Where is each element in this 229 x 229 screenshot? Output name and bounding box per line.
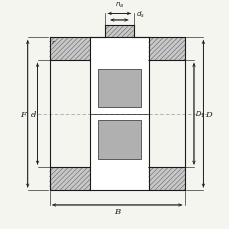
Bar: [49, 38, 90, 61]
Text: r: r: [51, 40, 54, 45]
Text: B: B: [114, 207, 120, 215]
Bar: [98, 70, 140, 108]
Text: D: D: [204, 110, 211, 118]
Bar: [49, 167, 90, 190]
Text: $D_1$: $D_1$: [194, 109, 204, 119]
Text: $d_s$: $d_s$: [135, 10, 144, 20]
Bar: [148, 167, 184, 190]
Bar: [90, 38, 148, 190]
Text: d: d: [31, 110, 36, 118]
Bar: [98, 121, 140, 159]
Text: F: F: [20, 110, 26, 118]
Bar: [49, 61, 90, 167]
Bar: [105, 26, 133, 38]
Text: $n_a$: $n_a$: [114, 0, 123, 10]
Bar: [148, 38, 184, 61]
